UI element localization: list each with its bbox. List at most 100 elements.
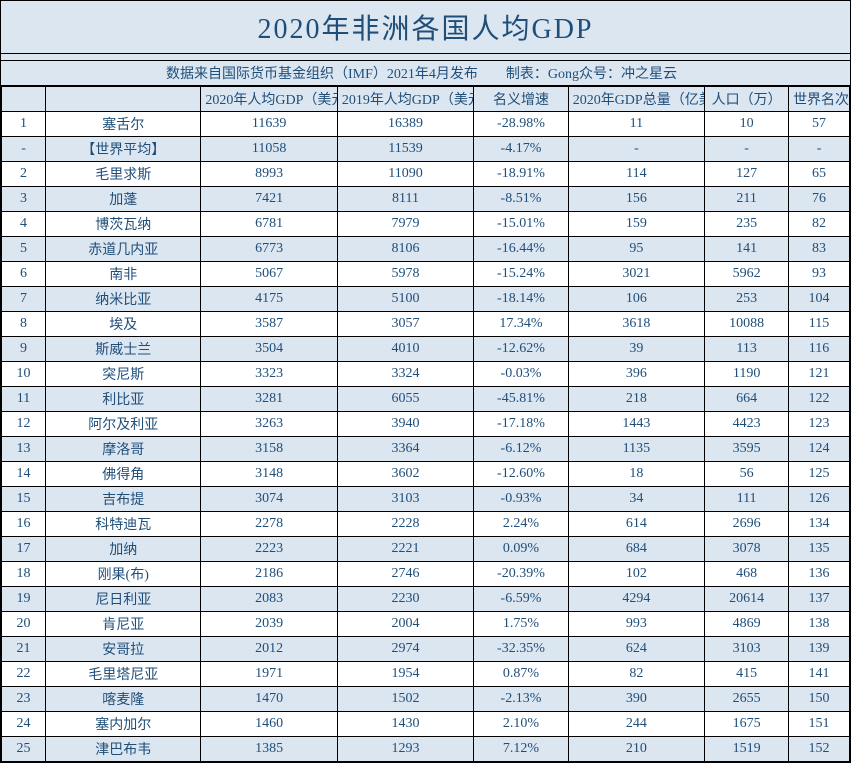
gdp-table: 2020年人均GDP（美元） 2019年人均GDP（美元） 名义增速 2020年… <box>1 86 850 762</box>
cell-rank: 25 <box>2 737 46 762</box>
cell-g2019: 6055 <box>337 387 473 412</box>
cell-name: 纳米比亚 <box>46 287 201 312</box>
cell-name: 阿尔及利亚 <box>46 412 201 437</box>
table-row: 17加纳222322210.09%6843078135 <box>2 537 850 562</box>
cell-rank: 17 <box>2 537 46 562</box>
cell-world: 82 <box>789 212 850 237</box>
cell-pop: 5962 <box>705 262 789 287</box>
data-source: 数据来自国际货币基金组织（IMF）2021年4月发布 制表：Gong众号：冲之星… <box>1 61 850 86</box>
cell-g2020: 5067 <box>201 262 337 287</box>
cell-pop: 10088 <box>705 312 789 337</box>
cell-g2020: 3504 <box>201 337 337 362</box>
cell-rank: 2 <box>2 162 46 187</box>
table-row: 8埃及3587305717.34%361810088115 <box>2 312 850 337</box>
cell-pop: 141 <box>705 237 789 262</box>
cell-world: 135 <box>789 537 850 562</box>
cell-world: 134 <box>789 512 850 537</box>
cell-g2020: 6781 <box>201 212 337 237</box>
cell-growth: -18.14% <box>474 287 568 312</box>
cell-g2020: 11058 <box>201 137 337 162</box>
cell-g2019: 11539 <box>337 137 473 162</box>
cell-rank: 23 <box>2 687 46 712</box>
spacer <box>1 54 850 61</box>
table-row: 10突尼斯33233324-0.03%3961190121 <box>2 362 850 387</box>
table-row: 5赤道几内亚67738106-16.44%9514183 <box>2 237 850 262</box>
cell-g2019: 3324 <box>337 362 473 387</box>
cell-name: 吉布提 <box>46 487 201 512</box>
cell-g2020: 2223 <box>201 537 337 562</box>
cell-rank: 18 <box>2 562 46 587</box>
cell-g2020: 2186 <box>201 562 337 587</box>
cell-rank: 24 <box>2 712 46 737</box>
cell-growth: -2.13% <box>474 687 568 712</box>
cell-growth: -15.01% <box>474 212 568 237</box>
cell-growth: -17.18% <box>474 412 568 437</box>
table-row: 4博茨瓦纳67817979-15.01%15923582 <box>2 212 850 237</box>
cell-g2019: 5100 <box>337 287 473 312</box>
cell-name: 津巴布韦 <box>46 737 201 762</box>
cell-pop: 3103 <box>705 637 789 662</box>
cell-pop: 468 <box>705 562 789 587</box>
cell-rank: 16 <box>2 512 46 537</box>
table-row: 24塞内加尔146014302.10%2441675151 <box>2 712 850 737</box>
cell-total: 159 <box>568 212 704 237</box>
cell-name: 赤道几内亚 <box>46 237 201 262</box>
cell-rank: 21 <box>2 637 46 662</box>
cell-world: 116 <box>789 337 850 362</box>
cell-g2020: 1385 <box>201 737 337 762</box>
cell-rank: 15 <box>2 487 46 512</box>
table-row: 23喀麦隆14701502-2.13%3902655150 <box>2 687 850 712</box>
cell-name: 喀麦隆 <box>46 687 201 712</box>
cell-rank: 11 <box>2 387 46 412</box>
cell-total: 34 <box>568 487 704 512</box>
cell-g2019: 5978 <box>337 262 473 287</box>
cell-name: 尼日利亚 <box>46 587 201 612</box>
cell-growth: -16.44% <box>474 237 568 262</box>
cell-g2020: 3281 <box>201 387 337 412</box>
cell-rank: 12 <box>2 412 46 437</box>
table-row: 1塞舌尔1163916389-28.98%111057 <box>2 112 850 137</box>
cell-pop: 111 <box>705 487 789 512</box>
cell-growth: 2.24% <box>474 512 568 537</box>
cell-rank: - <box>2 137 46 162</box>
table-row: -【世界平均】1105811539-4.17%--- <box>2 137 850 162</box>
table-body: 1塞舌尔1163916389-28.98%111057-【世界平均】110581… <box>2 112 850 762</box>
cell-world: 83 <box>789 237 850 262</box>
cell-g2019: 2230 <box>337 587 473 612</box>
cell-name: 博茨瓦纳 <box>46 212 201 237</box>
table-row: 16科特迪瓦227822282.24%6142696134 <box>2 512 850 537</box>
cell-g2020: 6773 <box>201 237 337 262</box>
cell-rank: 19 <box>2 587 46 612</box>
table-row: 9斯威士兰35044010-12.62%39113116 <box>2 337 850 362</box>
cell-total: 3021 <box>568 262 704 287</box>
table-row: 3加蓬74218111-8.51%15621176 <box>2 187 850 212</box>
cell-name: 科特迪瓦 <box>46 512 201 537</box>
cell-g2020: 2012 <box>201 637 337 662</box>
cell-pop: 4869 <box>705 612 789 637</box>
cell-pop: 253 <box>705 287 789 312</box>
cell-total: 4294 <box>568 587 704 612</box>
cell-total: 993 <box>568 612 704 637</box>
cell-g2020: 1460 <box>201 712 337 737</box>
cell-world: 151 <box>789 712 850 737</box>
table-row: 12阿尔及利亚32633940-17.18%14434423123 <box>2 412 850 437</box>
cell-growth: 2.10% <box>474 712 568 737</box>
table-row: 20肯尼亚203920041.75%9934869138 <box>2 612 850 637</box>
cell-g2020: 3158 <box>201 437 337 462</box>
cell-pop: 664 <box>705 387 789 412</box>
header-gdp2020: 2020年人均GDP（美元） <box>201 87 337 112</box>
cell-g2019: 3940 <box>337 412 473 437</box>
cell-g2020: 8993 <box>201 162 337 187</box>
cell-total: 95 <box>568 237 704 262</box>
cell-growth: -8.51% <box>474 187 568 212</box>
cell-g2019: 1430 <box>337 712 473 737</box>
cell-growth: -20.39% <box>474 562 568 587</box>
cell-g2019: 11090 <box>337 162 473 187</box>
cell-total: - <box>568 137 704 162</box>
cell-name: 佛得角 <box>46 462 201 487</box>
cell-total: 390 <box>568 687 704 712</box>
gdp-table-container: 2020年非洲各国人均GDP 数据来自国际货币基金组织（IMF）2021年4月发… <box>0 0 851 763</box>
cell-rank: 13 <box>2 437 46 462</box>
cell-rank: 20 <box>2 612 46 637</box>
cell-growth: -15.24% <box>474 262 568 287</box>
